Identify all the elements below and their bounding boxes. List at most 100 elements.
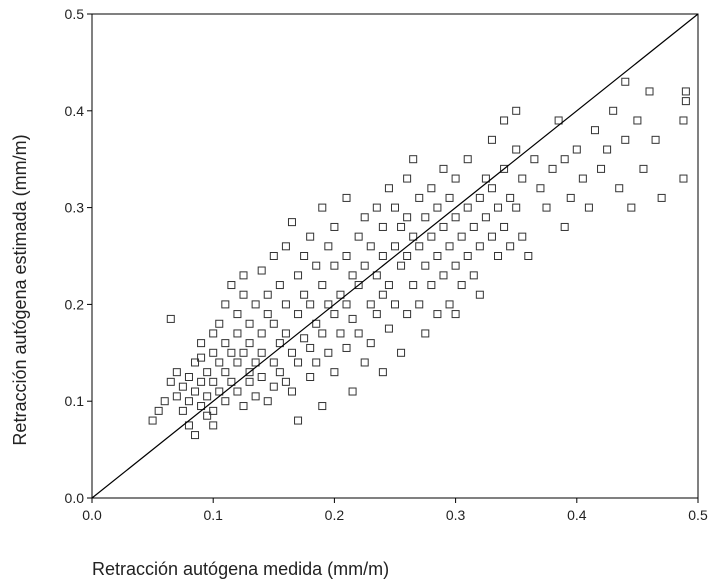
data-point <box>281 329 290 338</box>
data-point <box>481 174 490 183</box>
data-point <box>318 203 327 212</box>
data-point <box>518 174 527 183</box>
data-point <box>445 242 454 251</box>
data-point <box>566 193 575 202</box>
data-point <box>415 300 424 309</box>
data-point <box>239 271 248 280</box>
data-point <box>518 232 527 241</box>
data-point <box>348 387 357 396</box>
data-point <box>481 213 490 222</box>
data-point <box>615 184 624 193</box>
data-point <box>433 252 442 260</box>
data-point <box>348 271 357 280</box>
data-point <box>433 203 442 212</box>
data-point <box>530 155 539 164</box>
data-point <box>679 116 688 125</box>
data-point <box>421 329 430 338</box>
data-point <box>233 358 242 367</box>
data-point <box>651 135 660 144</box>
data-point <box>512 203 521 212</box>
data-point <box>184 397 193 406</box>
data-point <box>590 126 599 135</box>
data-point <box>681 87 690 96</box>
data-point <box>184 421 193 430</box>
data-point <box>306 232 315 241</box>
data-point <box>451 174 460 183</box>
y-tick-label: 0.5 <box>65 6 85 22</box>
data-point <box>342 343 351 352</box>
data-point <box>360 261 369 270</box>
data-point <box>191 431 200 440</box>
data-point <box>269 252 278 260</box>
data-point <box>257 348 266 357</box>
data-point <box>403 252 412 260</box>
data-point <box>378 290 387 299</box>
data-point <box>209 329 218 338</box>
data-point <box>306 373 315 381</box>
data-point <box>209 377 218 386</box>
data-point <box>154 406 163 415</box>
data-point <box>342 300 351 309</box>
data-point <box>294 358 303 367</box>
data-point <box>597 164 606 173</box>
data-point <box>287 348 296 357</box>
data-point <box>463 155 472 164</box>
data-point <box>354 329 363 338</box>
data-point <box>330 368 339 377</box>
data-point <box>263 397 272 406</box>
data-point <box>342 193 351 202</box>
data-point <box>427 232 436 241</box>
data-point <box>360 358 369 367</box>
data-point <box>403 213 412 222</box>
data-point <box>203 411 212 420</box>
data-point <box>209 406 218 415</box>
data-point <box>263 310 272 319</box>
data-point <box>324 348 333 357</box>
data-point <box>197 402 206 411</box>
data-point <box>318 281 327 290</box>
x-axis-title: Retracción autógena medida (mm/m) <box>92 559 389 579</box>
data-point <box>318 329 327 338</box>
data-point <box>415 193 424 202</box>
data-point <box>251 358 260 367</box>
data-point <box>584 203 593 212</box>
data-point <box>391 300 399 309</box>
data-point <box>251 300 260 309</box>
data-point <box>384 324 393 333</box>
data-point <box>366 242 375 251</box>
data-point <box>621 77 630 86</box>
data-point <box>439 164 448 173</box>
data-point <box>221 300 230 309</box>
data-point <box>560 222 569 231</box>
data-point <box>451 310 460 319</box>
data-point <box>657 193 666 202</box>
data-point <box>366 300 375 309</box>
data-point <box>372 310 381 319</box>
data-point <box>197 377 206 386</box>
data-point <box>197 353 206 362</box>
data-point <box>439 222 448 231</box>
data-point <box>294 416 303 425</box>
data-point <box>257 266 266 275</box>
y-axis-title: Retracción autógena estimada (mm/m) <box>10 134 30 445</box>
data-point <box>494 203 503 212</box>
data-point <box>269 319 278 328</box>
data-point <box>294 271 303 280</box>
data-point <box>384 281 393 290</box>
data-point <box>409 155 418 164</box>
data-point <box>463 252 472 260</box>
data-point <box>324 300 333 309</box>
data-point <box>336 290 345 299</box>
data-point <box>269 382 278 391</box>
data-point <box>397 261 406 270</box>
data-point <box>506 242 515 251</box>
data-point <box>215 387 224 396</box>
x-tick-label: 0.1 <box>203 507 223 523</box>
data-point <box>463 203 472 212</box>
data-point <box>633 116 642 125</box>
data-point <box>475 193 484 202</box>
data-point <box>403 310 412 319</box>
data-point <box>209 421 218 430</box>
data-point <box>681 97 690 106</box>
